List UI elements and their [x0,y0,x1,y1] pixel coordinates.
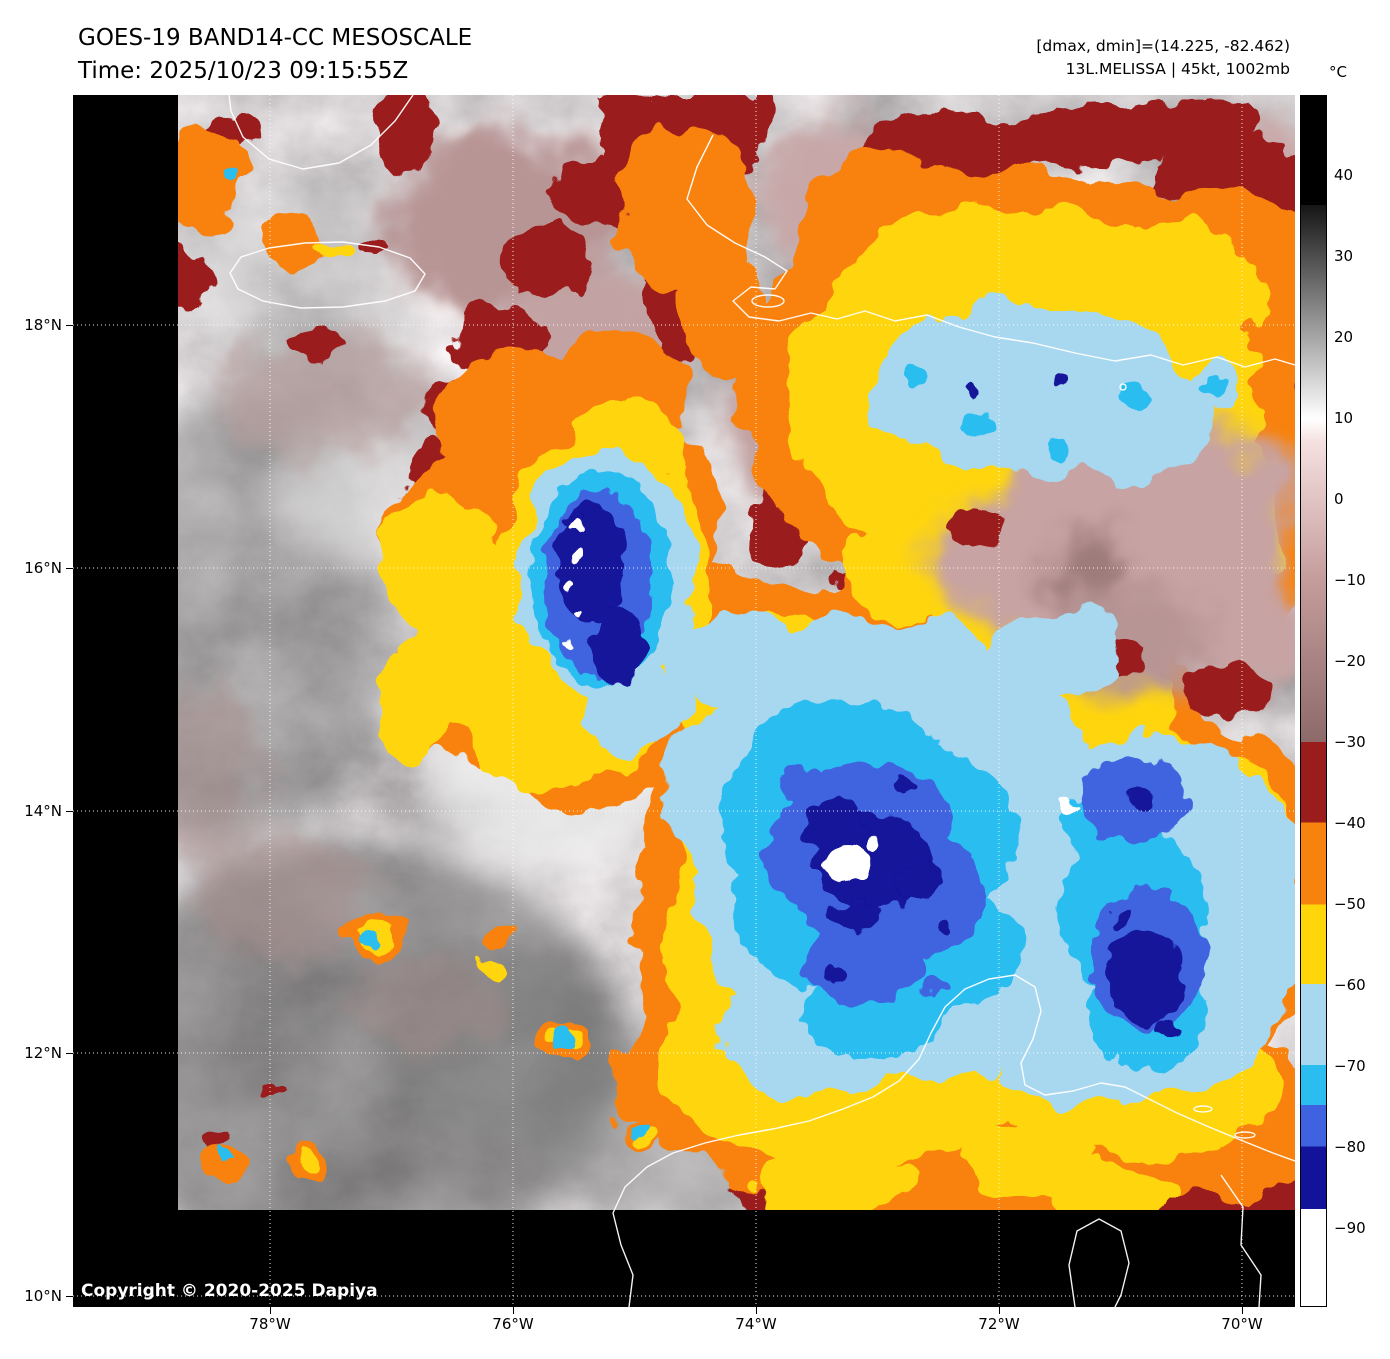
colorbar-tick-label: −90 [1334,1219,1366,1237]
coastline-maracaibo [1068,1218,1130,1307]
coastline-venezuela [1220,1174,1262,1307]
colorbar-tick-label: 20 [1334,328,1354,346]
coastlines [228,95,1295,1307]
coastline-beata-island [1119,383,1127,391]
lat-label-12n: 12°N [24,1044,62,1062]
coldest-navy-layer [555,377,1183,1040]
colorbar-tick-label: 0 [1334,490,1344,508]
lon-label-70w: 70°W [1221,1315,1263,1333]
axis-tick [66,1053,73,1054]
colorbar-tick-label: −70 [1334,1057,1366,1075]
axis-tick [756,1307,757,1314]
dmax-dmin-annotation: [dmax, dmin]=(14.225, -82.462) [1036,37,1290,55]
timestamp: Time: 2025/10/23 09:15:55Z [78,58,409,84]
axis-tick [1242,1307,1243,1314]
axis-tick [66,1296,73,1297]
coastline-hispaniola [686,134,1295,368]
colorbar-tick-label: −40 [1334,814,1366,832]
lon-label-72w: 72°W [978,1315,1020,1333]
coastline-gonave-island [751,294,785,308]
axis-tick [270,1307,271,1314]
lat-label-18n: 18°N [24,316,62,334]
overshooting-top-white-layer [560,522,1076,880]
lon-label-74w: 74°W [735,1315,777,1333]
colorbar-tick-label: −50 [1334,895,1366,913]
page-title: GOES-19 BAND14-CC MESOSCALE [78,25,473,51]
coastline-jamaica [229,241,426,309]
axis-tick [66,568,73,569]
colorbar-tick-label: 40 [1334,166,1354,184]
lon-label-76w: 76°W [492,1315,534,1333]
storm-info-annotation: 13L.MELISSA | 45kt, 1002mb [1065,60,1290,78]
colorbar-tick-label: 30 [1334,247,1354,265]
colorbar-tick-label: −60 [1334,976,1366,994]
axis-tick [66,325,73,326]
colorbar-tick-label: −20 [1334,652,1366,670]
lat-label-16n: 16°N [24,559,62,577]
colorbar-unit-label: °C [1329,63,1347,81]
lon-label-78w: 78°W [249,1315,291,1333]
coastline-aruba [1234,1131,1256,1139]
colorbar-tick-label: −10 [1334,571,1366,589]
axis-tick [66,811,73,812]
satellite-imagery-svg [73,95,1295,1307]
colorbar-tick-label: 10 [1334,409,1354,427]
lat-label-14n: 14°N [24,802,62,820]
coastline-curacao [1193,1105,1213,1113]
axis-tick [999,1307,1000,1314]
copyright-watermark: Copyright © 2020-2025 Dapiya [81,1281,378,1301]
lat-label-10n: 10°N [24,1287,62,1305]
axis-tick [513,1307,514,1314]
coastline-south-america [612,974,1295,1307]
temperature-colorbar [1300,95,1327,1307]
coastline-cuba [228,95,414,170]
colorbar-tick-label: −80 [1334,1138,1366,1156]
colorbar-tick-label: −30 [1334,733,1366,751]
map-plot: Copyright © 2020-2025 Dapiya [73,95,1295,1307]
